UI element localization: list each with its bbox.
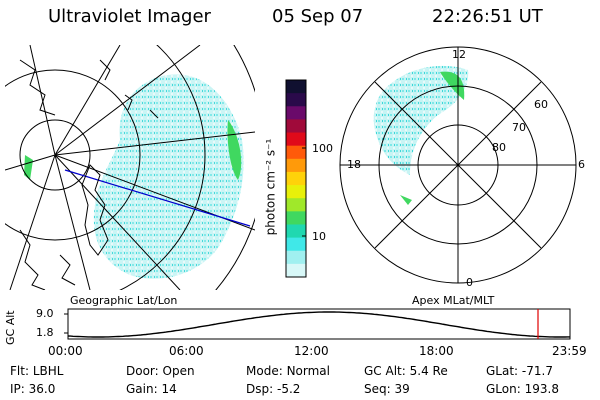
colorbar	[285, 79, 307, 278]
colorbar-segment	[286, 171, 306, 186]
colorbar-label: photon cm⁻² s⁻¹	[263, 138, 278, 236]
coastlines	[19, 59, 159, 290]
instrument-title: Ultraviolet Imager	[48, 6, 211, 27]
info-glon: GLon: 193.8	[486, 382, 559, 396]
polar-grid	[339, 46, 577, 284]
altitude-ylabel: GC Alt	[4, 310, 17, 345]
info-door: Door: Open	[126, 364, 195, 378]
time-label: 22:26:51 UT	[432, 6, 543, 27]
altitude-plot	[64, 308, 571, 340]
altitude-ytick-high: 9.0	[36, 307, 54, 320]
info-glat: GLat: -71.7	[486, 364, 553, 378]
mlt-label-6: 6	[578, 158, 585, 171]
info-seq: Seq: 39	[364, 382, 410, 396]
altitude-ytick-low: 1.8	[36, 326, 54, 339]
geographic-map	[5, 45, 255, 290]
info-gain: Gain: 14	[126, 382, 177, 396]
colorbar-tick-10: 10	[312, 230, 326, 243]
mlt-label-0: 0	[466, 276, 473, 289]
info-gc-alt: GC Alt: 5.4 Re	[364, 364, 448, 378]
mlat-label-70: 70	[512, 121, 526, 134]
colorbar-segment	[286, 224, 306, 239]
mlat-label-80: 80	[492, 141, 506, 154]
colorbar-tick-100: 100	[312, 142, 333, 155]
polar-aurora-emission	[373, 65, 469, 175]
colorbar-segment	[286, 198, 306, 212]
colorbar-segment	[286, 237, 306, 252]
info-filter: Flt: LBHL	[10, 364, 64, 378]
colorbar-segment	[286, 80, 306, 94]
colorbar-segment	[286, 145, 306, 160]
altitude-xtick-0000: 00:00	[48, 344, 83, 358]
colorbar-segment	[286, 263, 306, 278]
colorbar-segment	[286, 132, 306, 147]
colorbar-segment	[286, 250, 306, 265]
colorbar-segment	[286, 185, 306, 199]
mlt-label-12: 12	[452, 48, 466, 61]
aurora-spot	[24, 155, 33, 180]
colorbar-segment	[286, 211, 306, 225]
colorbar-segment	[286, 119, 306, 134]
colorbar-segment	[286, 106, 306, 120]
altitude-xtick-1800: 18:00	[419, 344, 454, 358]
apex-caption: Apex MLat/MLT	[412, 294, 495, 307]
altitude-xtick-1200: 12:00	[294, 344, 329, 358]
colorbar-segment	[286, 158, 306, 173]
altitude-curve	[67, 311, 570, 338]
colorbar-segment	[286, 93, 306, 107]
mlt-label-18: 18	[347, 158, 361, 171]
aurora-emission	[93, 74, 244, 279]
info-dsp: Dsp: -5.2	[246, 382, 301, 396]
altitude-xtick-0600: 06:00	[169, 344, 204, 358]
info-mode: Mode: Normal	[246, 364, 330, 378]
geographic-caption: Geographic Lat/Lon	[70, 294, 178, 307]
info-ip: IP: 36.0	[10, 382, 56, 396]
mlat-label-60: 60	[534, 98, 548, 111]
polar-plot	[339, 46, 577, 284]
polar-aurora-spot	[400, 195, 412, 205]
altitude-xtick-2359: 23:59	[552, 344, 587, 358]
date-label: 05 Sep 07	[272, 6, 364, 27]
terminator-line	[64, 169, 251, 227]
